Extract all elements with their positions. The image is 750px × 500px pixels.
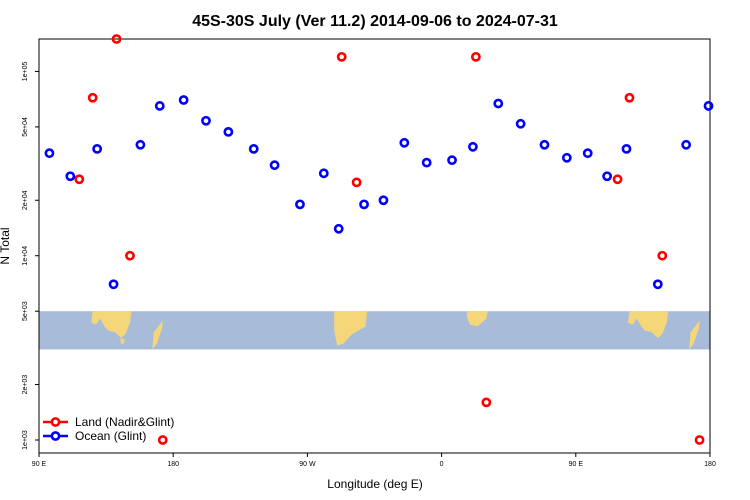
x-tick-label: 0: [440, 461, 444, 468]
y-tick-label: 1e+05: [22, 62, 29, 82]
map-land: [91, 311, 132, 338]
ocean-point: [602, 171, 613, 182]
y-tick-label: 1e+03: [22, 430, 29, 450]
ocean-point: [295, 199, 305, 210]
ocean-point: [539, 139, 550, 150]
land-point: [336, 51, 347, 62]
ocean-point: [65, 171, 76, 182]
ocean-point: [333, 223, 344, 234]
y-axis-label: N Total: [0, 227, 12, 264]
x-tick-label: 180: [167, 461, 179, 468]
y-tick-label: 5e+04: [22, 117, 29, 137]
y-axis: 1e+03 2e+03 5e+03 1e+04 2e+04 5e+04 1e+05: [22, 62, 39, 450]
legend-label: Land (Nadir&Glint): [75, 415, 174, 429]
y-tick-label: 5e+03: [22, 301, 29, 321]
map-land: [120, 338, 125, 344]
ocean-point: [703, 101, 714, 111]
y-tick-label: 2e+04: [22, 190, 29, 210]
land-point: [351, 177, 362, 188]
legend-marker: [50, 431, 61, 441]
map-band: [39, 311, 710, 350]
ocean-point: [561, 152, 572, 163]
land-point: [125, 250, 135, 261]
land-point: [694, 435, 705, 445]
land-point: [612, 174, 623, 185]
ocean-point: [681, 139, 692, 150]
ocean-point: [248, 143, 259, 154]
chart-title: 45S-30S July (Ver 11.2) 2014-09-06 to 20…: [192, 13, 558, 30]
x-tick-label: 90 E: [569, 461, 584, 468]
legend-marker: [50, 417, 61, 427]
legend-label: Ocean (Glint): [75, 429, 146, 443]
land-point: [481, 397, 492, 408]
x-axis-label: Longitude (deg E): [327, 477, 422, 491]
land-point: [470, 51, 481, 62]
ocean-point: [92, 143, 103, 154]
x-tick-label: 180: [704, 461, 716, 468]
map-land: [689, 320, 700, 350]
legend: Land (Nadir&Glint)Ocean (Glint): [43, 415, 174, 443]
map-land: [628, 311, 669, 338]
ocean-point: [359, 199, 369, 210]
land-point: [157, 435, 168, 445]
land-point: [111, 34, 122, 44]
ocean-point: [178, 95, 189, 105]
x-axis: 90 E 180 90 W 0 90 E 180: [32, 453, 716, 468]
map-land: [152, 320, 163, 350]
ocean-point: [515, 118, 526, 129]
map-ocean: [39, 311, 710, 350]
ocean-point: [378, 195, 389, 206]
ocean-point: [652, 279, 663, 290]
ocean-point: [399, 137, 410, 148]
ocean-point: [223, 126, 234, 137]
ocean-point: [421, 157, 432, 168]
data-points: [44, 34, 714, 445]
y-tick-label: 2e+03: [22, 375, 29, 395]
ocean-point: [447, 155, 457, 166]
land-point: [657, 250, 668, 261]
land-point: [624, 92, 635, 103]
ocean-point: [201, 115, 211, 126]
land-point: [87, 92, 98, 103]
ocean-point: [318, 168, 329, 179]
x-tick-label: 90 W: [299, 461, 316, 468]
plot-frame: [38, 38, 711, 454]
ocean-point: [493, 98, 504, 109]
ocean-point: [108, 279, 119, 290]
map-land: [466, 311, 488, 327]
ocean-point: [44, 148, 55, 159]
x-tick-label: 90 E: [32, 461, 47, 468]
map-land: [334, 311, 367, 346]
land-point: [74, 174, 85, 185]
y-tick-label: 1e+04: [22, 246, 29, 266]
ocean-point: [582, 148, 593, 159]
ocean-point: [468, 141, 478, 152]
ocean-point: [269, 160, 280, 171]
ocean-point: [135, 139, 146, 150]
ocean-point: [621, 143, 632, 154]
ocean-point: [154, 101, 165, 111]
